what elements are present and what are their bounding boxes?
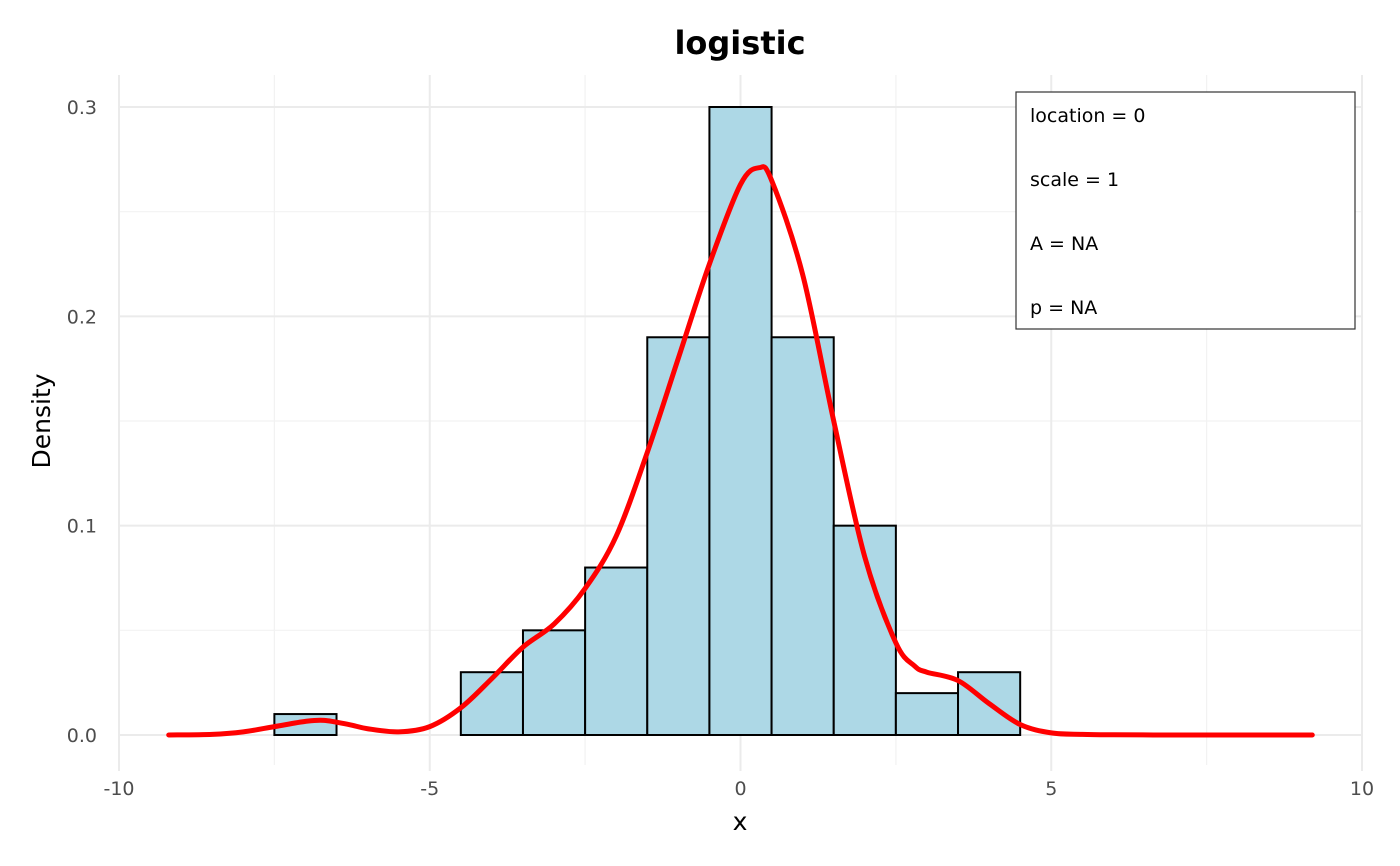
legend-entry: p = NA (1030, 297, 1097, 319)
y-axis-ticks: 0.0 0.1 0.2 0.3 (67, 97, 97, 747)
x-tick-label: 5 (1045, 778, 1057, 800)
chart-title: logistic (674, 24, 805, 62)
legend-entry: location = 0 (1030, 105, 1145, 127)
y-tick-label: 0.2 (67, 306, 97, 328)
x-axis-label: x (733, 807, 748, 836)
histogram-bar (521, 629, 587, 736)
parameter-legend: location = 0 scale = 1 A = NA p = NA (1015, 91, 1356, 330)
histogram-bars (273, 106, 1022, 737)
histogram-bar (957, 671, 1022, 737)
x-axis-ticks: -10 -5 0 5 10 (103, 765, 1374, 800)
x-tick-label: -5 (420, 778, 439, 800)
legend-entry: scale = 1 (1030, 169, 1119, 191)
y-tick-label: 0.3 (67, 97, 97, 119)
x-tick-label: 0 (734, 778, 746, 800)
y-axis-label: Density (27, 373, 56, 468)
legend-box (1015, 91, 1356, 330)
histogram-bar (708, 106, 773, 736)
histogram-bar (894, 692, 960, 737)
y-tick-label: 0.1 (67, 516, 97, 538)
histogram-bar (646, 336, 711, 736)
histogram-bar (770, 336, 835, 736)
legend-entry: A = NA (1030, 233, 1098, 255)
x-tick-label: 10 (1350, 778, 1374, 800)
histogram-bar (584, 566, 649, 736)
histogram-bar (459, 671, 524, 737)
y-tick-label: 0.0 (67, 725, 97, 747)
density-curve (166, 164, 1315, 738)
x-tick-label: -10 (103, 778, 134, 800)
